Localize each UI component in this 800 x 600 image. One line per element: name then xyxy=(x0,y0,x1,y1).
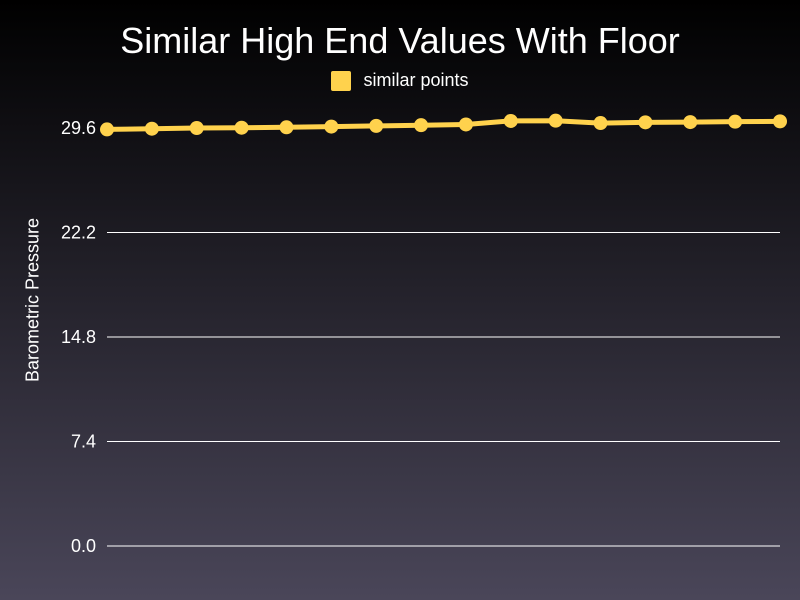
series-similar-points xyxy=(100,113,787,137)
chart-title: Similar High End Values With Floor xyxy=(120,20,680,61)
y-tick-label: 22.2 xyxy=(61,223,96,243)
data-point[interactable] xyxy=(234,120,249,135)
data-point[interactable] xyxy=(773,114,787,129)
legend-swatch xyxy=(331,70,352,91)
data-point[interactable] xyxy=(593,116,608,131)
grid-lines xyxy=(107,232,780,547)
data-point[interactable] xyxy=(458,117,473,132)
y-tick-labels: 0.0 7.4 14.8 22.2 29.6 xyxy=(61,118,96,556)
y-tick-label: 14.8 xyxy=(61,327,96,347)
data-point[interactable] xyxy=(548,113,563,128)
y-tick-label: 29.6 xyxy=(61,118,96,138)
data-point[interactable] xyxy=(503,113,518,128)
data-point[interactable] xyxy=(638,115,653,130)
data-point[interactable] xyxy=(369,118,384,133)
legend: similar points xyxy=(0,70,800,91)
data-point[interactable] xyxy=(414,118,429,133)
y-tick-label: 0.0 xyxy=(71,536,96,556)
data-point[interactable] xyxy=(279,120,294,135)
y-tick-label: 7.4 xyxy=(71,432,96,452)
data-point[interactable] xyxy=(728,114,743,129)
data-point[interactable] xyxy=(189,121,204,135)
data-point[interactable] xyxy=(683,115,698,130)
data-point[interactable] xyxy=(324,119,339,134)
data-point[interactable] xyxy=(100,122,114,137)
data-point[interactable] xyxy=(144,121,159,136)
series-line xyxy=(106,118,781,132)
legend-label: similar points xyxy=(363,70,469,90)
